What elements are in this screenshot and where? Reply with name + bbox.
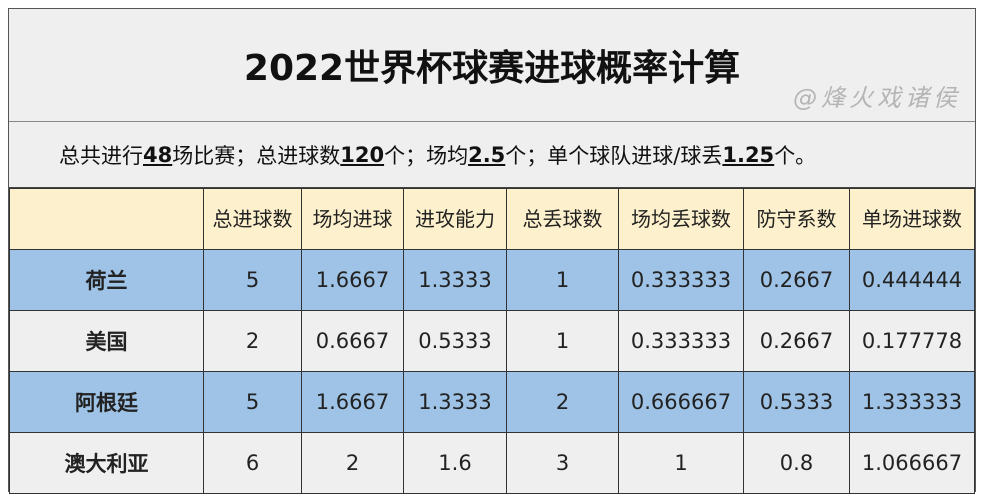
watermark: @烽火戏诸侯 — [793, 84, 961, 112]
table-cell: 0.177778 — [849, 310, 975, 372]
table-cell: 1 — [618, 432, 744, 494]
sheet: 2022世界杯球赛进球概率计算 @烽火戏诸侯 总共进行 48 场比赛；总进球数 120… — [8, 8, 976, 494]
table-cell: 0.2667 — [743, 249, 850, 311]
table-cell: 0.333333 — [618, 310, 744, 372]
table-cell: 1.3333 — [403, 249, 507, 311]
table-cell: 1.066667 — [849, 432, 975, 494]
team-name: 美国 — [9, 310, 204, 372]
column-header: 场均丢球数 — [618, 188, 744, 250]
table-cell: 5 — [203, 371, 302, 433]
table-row: 美国 2 0.6667 0.5333 1 0.333333 0.2667 0.177778 — [9, 310, 975, 372]
table-cell: 3 — [506, 432, 619, 494]
column-header: 总丢球数 — [506, 188, 619, 250]
table-row: 澳大利亚 6 2 1.6 3 1 0.8 1.066667 — [9, 432, 975, 494]
table-cell: 1 — [506, 249, 619, 311]
stats-table: 总进球数 场均进球 进攻能力 总丢球数 场均丢球数 防守系数 单场进球数 荷兰 5 1.6667 1… — [9, 188, 975, 494]
header-row: 总进球数 场均进球 进攻能力 总丢球数 场均丢球数 防守系数 单场进球数 — [9, 188, 975, 250]
summary-value: 120 — [340, 142, 385, 167]
team-name: 澳大利亚 — [9, 432, 204, 494]
column-header: 防守系数 — [743, 188, 850, 250]
table-cell: 0.666667 — [618, 371, 744, 433]
table-row: 荷兰 5 1.6667 1.3333 1 0.333333 0.2667 0.444444 — [9, 249, 975, 311]
table-row: 阿根廷 5 1.6667 1.3333 2 0.666667 0.5333 1.333333 — [9, 371, 975, 433]
summary-text: 场比赛；总进球数 — [172, 143, 341, 168]
table-cell: 2 — [506, 371, 619, 433]
table-cell: 1.6667 — [301, 371, 404, 433]
summary-text: 总共进行 — [59, 143, 143, 168]
table-cell: 0.5333 — [403, 310, 507, 372]
summary-value: 1.25 — [722, 142, 775, 167]
summary-value: 2.5 — [468, 142, 506, 167]
table-cell: 1.6 — [403, 432, 507, 494]
column-header: 总进球数 — [203, 188, 302, 250]
table-cell: 0.8 — [743, 432, 850, 494]
table-cell: 2 — [203, 310, 302, 372]
summary-value: 48 — [143, 142, 173, 167]
table-cell: 0.444444 — [849, 249, 975, 311]
page-title: 2022世界杯球赛进球概率计算 — [243, 48, 741, 89]
table-cell: 1 — [506, 310, 619, 372]
summary-line: 总共进行 48 场比赛；总进球数 120 个；场均 2.5 个；单个球队进球/球丢 1.25 个… — [9, 122, 975, 188]
column-header — [9, 188, 204, 250]
team-name: 荷兰 — [9, 249, 204, 311]
table-cell: 2 — [301, 432, 404, 494]
title-band: 2022世界杯球赛进球概率计算 @烽火戏诸侯 — [9, 9, 975, 122]
table-cell: 6 — [203, 432, 302, 494]
summary-text: 个。 — [774, 143, 817, 168]
column-header: 进攻能力 — [403, 188, 507, 250]
table-cell: 5 — [203, 249, 302, 311]
column-header: 单场进球数 — [849, 188, 975, 250]
table-cell: 1.6667 — [301, 249, 404, 311]
team-name: 阿根廷 — [9, 371, 204, 433]
column-header: 场均进球 — [301, 188, 404, 250]
table-cell: 1.3333 — [403, 371, 507, 433]
table-cell: 0.6667 — [301, 310, 404, 372]
summary-text: 个；单个球队进球/球丢 — [505, 143, 723, 168]
table-cell: 0.5333 — [743, 371, 850, 433]
table-cell: 1.333333 — [849, 371, 975, 433]
summary-text: 个；场均 — [384, 143, 469, 168]
table-cell: 0.2667 — [743, 310, 850, 372]
table-cell: 0.333333 — [618, 249, 744, 311]
